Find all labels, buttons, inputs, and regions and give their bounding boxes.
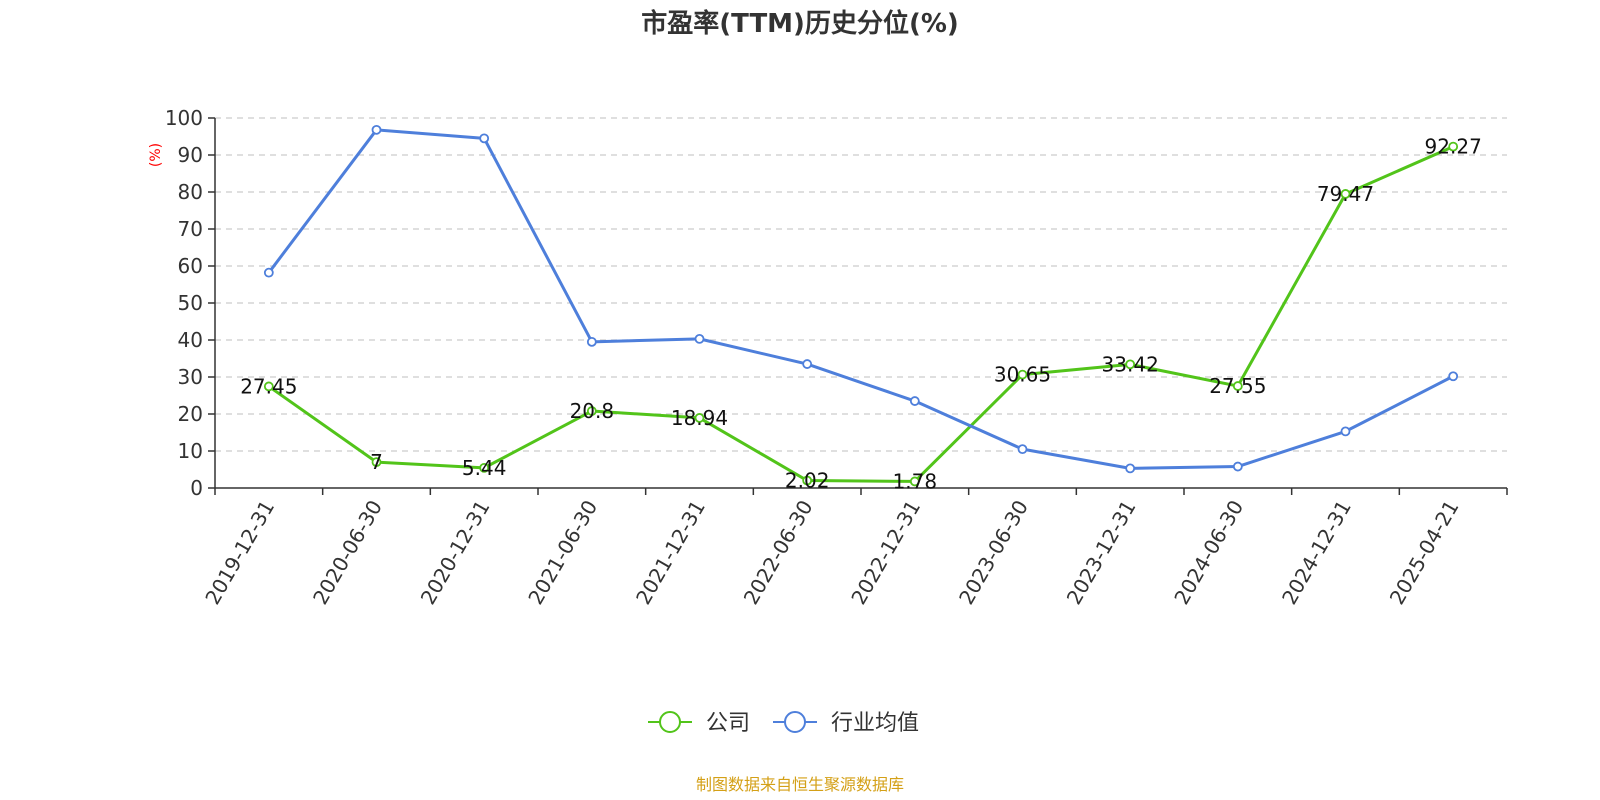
y-tick-label: 50 <box>178 291 203 315</box>
data-label: 2.02 <box>785 469 830 493</box>
data-point[interactable] <box>479 133 490 144</box>
data-label: 18.94 <box>671 406 728 430</box>
y-tick-label: 100 <box>165 106 203 130</box>
data-point[interactable] <box>1232 381 1243 391</box>
axes: 0 10 20 30 40 50 60 70 80 90 100 2019-12-31 2020-06-… <box>165 106 1508 609</box>
x-tick-label: 2025-04-21 <box>1385 496 1464 609</box>
data-point[interactable] <box>371 124 382 135</box>
source-text: 制图数据来自恒生聚源数据库 <box>696 775 904 794</box>
legend-item-0[interactable]: 公司 <box>648 711 750 736</box>
data-point[interactable] <box>1125 359 1136 370</box>
data-point[interactable] <box>1125 463 1136 474</box>
x-tick-label: 2022-12-31 <box>846 496 925 609</box>
data-point[interactable] <box>1448 141 1459 152</box>
data-point[interactable] <box>1232 461 1243 472</box>
legend-label: 行业均值 <box>831 711 919 736</box>
legend-item-1[interactable]: 行业均值 <box>773 711 919 736</box>
data-point[interactable] <box>586 406 597 416</box>
y-tick-label: 60 <box>178 254 203 278</box>
y-axis-label: (%) <box>148 143 164 167</box>
data-point[interactable] <box>694 333 705 344</box>
y-tick-label: 70 <box>178 217 203 241</box>
data-point[interactable] <box>1340 189 1351 199</box>
legend-marker <box>659 711 681 733</box>
data-label: 7 <box>370 450 383 474</box>
data-label: 27.45 <box>240 374 297 398</box>
data-point[interactable] <box>909 396 920 406</box>
y-tick-label: 90 <box>178 143 203 167</box>
data-label: 79.47 <box>1317 182 1374 206</box>
data-label: 5.44 <box>462 456 507 480</box>
y-tick-label: 30 <box>178 365 203 389</box>
y-tick-label: 0 <box>190 476 203 500</box>
data-point[interactable] <box>909 476 920 487</box>
data-point[interactable] <box>1017 444 1028 455</box>
x-tick-label: 2020-06-30 <box>308 496 387 609</box>
x-tick-label: 2023-12-31 <box>1062 496 1141 609</box>
series-line-0 <box>267 145 1454 483</box>
series-line-1 <box>267 128 1454 470</box>
x-tick-label: 2024-06-30 <box>1169 496 1248 609</box>
legend[interactable]: 公司 行业均值 <box>648 711 919 736</box>
y-tick-label: 10 <box>178 439 203 463</box>
data-label: 1.78 <box>893 469 938 493</box>
x-tick-label: 2023-06-30 <box>954 496 1033 609</box>
legend-marker <box>784 711 806 733</box>
data-point[interactable] <box>802 475 813 486</box>
y-tick-label: 80 <box>178 180 203 204</box>
x-tick-label: 2024-12-31 <box>1277 496 1356 609</box>
chart-title: 市盈率(TTM)历史分位(%) <box>641 8 959 39</box>
data-point[interactable] <box>694 413 705 423</box>
data-point[interactable] <box>1340 426 1351 437</box>
y-tick-label: 20 <box>178 402 203 426</box>
data-label: 33.42 <box>1102 352 1159 376</box>
data-point[interactable] <box>1017 369 1028 380</box>
data-point[interactable] <box>263 267 274 278</box>
x-tick-label: 2019-12-31 <box>200 496 279 609</box>
data-point[interactable] <box>371 457 382 468</box>
data-point[interactable] <box>1448 371 1459 382</box>
series-layer <box>263 124 1459 487</box>
grid-lines <box>215 117 1507 452</box>
data-point[interactable] <box>479 462 490 473</box>
y-tick-label: 40 <box>178 328 203 352</box>
data-point[interactable] <box>802 359 813 369</box>
x-tick-label: 2021-06-30 <box>523 496 602 609</box>
data-label: 92.27 <box>1425 135 1482 159</box>
data-labels: 27.45 7 5.44 20.8 18.94 2.02 1.78 30.65 33.42 27.… <box>240 135 1482 494</box>
data-label: 30.65 <box>994 363 1051 387</box>
x-tick-label: 2020-12-31 <box>416 496 495 609</box>
legend-label: 公司 <box>706 711 750 736</box>
data-point[interactable] <box>586 336 597 347</box>
data-label: 27.55 <box>1209 374 1266 398</box>
data-label: 20.8 <box>570 399 615 423</box>
data-point[interactable] <box>263 381 274 392</box>
x-tick-label: 2022-06-30 <box>739 496 818 609</box>
x-tick-label: 2021-12-31 <box>631 496 710 609</box>
